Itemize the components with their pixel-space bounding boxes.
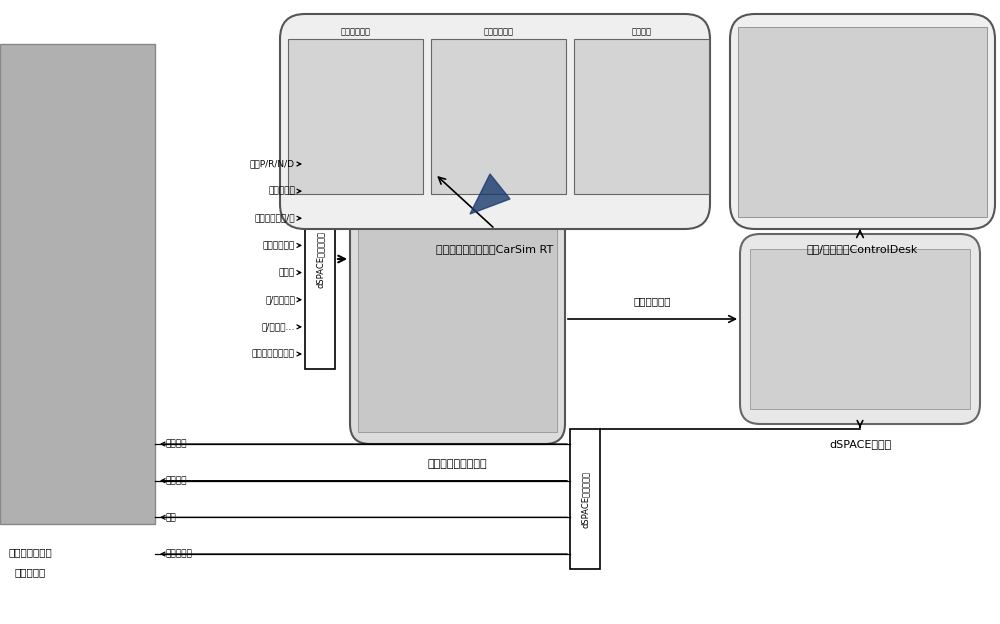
Text: 车辆动力学控制模型: 车辆动力学控制模型: [428, 459, 487, 469]
Text: 远/近光灯…: 远/近光灯…: [262, 323, 295, 331]
Text: 汽车动力学仿真软件CarSim RT: 汽车动力学仿真软件CarSim RT: [436, 244, 554, 254]
Bar: [570, 429, 600, 569]
Text: 某国产轿车: 某国产轿车: [14, 567, 46, 577]
Text: 转向力感电机力矩: 转向力感电机力矩: [252, 349, 295, 359]
Text: 左/右转向灯: 左/右转向灯: [265, 295, 295, 305]
Text: 制动蹏板位移/力: 制动蹏板位移/力: [254, 214, 295, 223]
Text: 驾驶模拟器主体: 驾驶模拟器主体: [8, 547, 52, 557]
Bar: [574, 39, 709, 194]
Text: 手制动: 手制动: [279, 268, 295, 277]
Text: 实时仿真程序: 实时仿真程序: [634, 296, 671, 306]
Bar: [738, 27, 987, 217]
Text: 转向盘转角: 转向盘转角: [268, 187, 295, 196]
Bar: [431, 39, 566, 194]
Bar: [288, 39, 423, 194]
Text: 机油压力: 机油压力: [165, 476, 186, 485]
Bar: [0, 44, 155, 524]
Polygon shape: [470, 174, 510, 214]
Bar: [358, 182, 557, 432]
Bar: [750, 249, 970, 409]
Text: dSPACE司机转换器: dSPACE司机转换器: [580, 470, 590, 527]
Text: dSPACE控制器: dSPACE控制器: [829, 439, 891, 449]
Text: 车速: 车速: [165, 513, 176, 522]
FancyBboxPatch shape: [740, 234, 980, 424]
FancyBboxPatch shape: [730, 14, 995, 229]
Text: 挡位P/R/N/D: 挡位P/R/N/D: [250, 160, 295, 168]
FancyBboxPatch shape: [350, 174, 565, 444]
Text: 油门蹏板位移: 油门蹏板位移: [263, 241, 295, 250]
Text: 目标电流: 目标电流: [165, 439, 186, 449]
Text: 发动机转速: 发动机转速: [165, 550, 192, 558]
FancyBboxPatch shape: [280, 14, 710, 229]
Text: 试验/调试工具ControlDesk: 试验/调试工具ControlDesk: [807, 244, 918, 254]
Text: 车辆参数设置: 车辆参数设置: [340, 27, 370, 36]
Bar: [305, 149, 335, 369]
Text: dSPACE司机转换器: dSPACE司机转换器: [316, 230, 324, 288]
Text: 仿真工况设置: 仿真工况设置: [483, 27, 514, 36]
Text: 仿真动画: 仿真动画: [632, 27, 652, 36]
